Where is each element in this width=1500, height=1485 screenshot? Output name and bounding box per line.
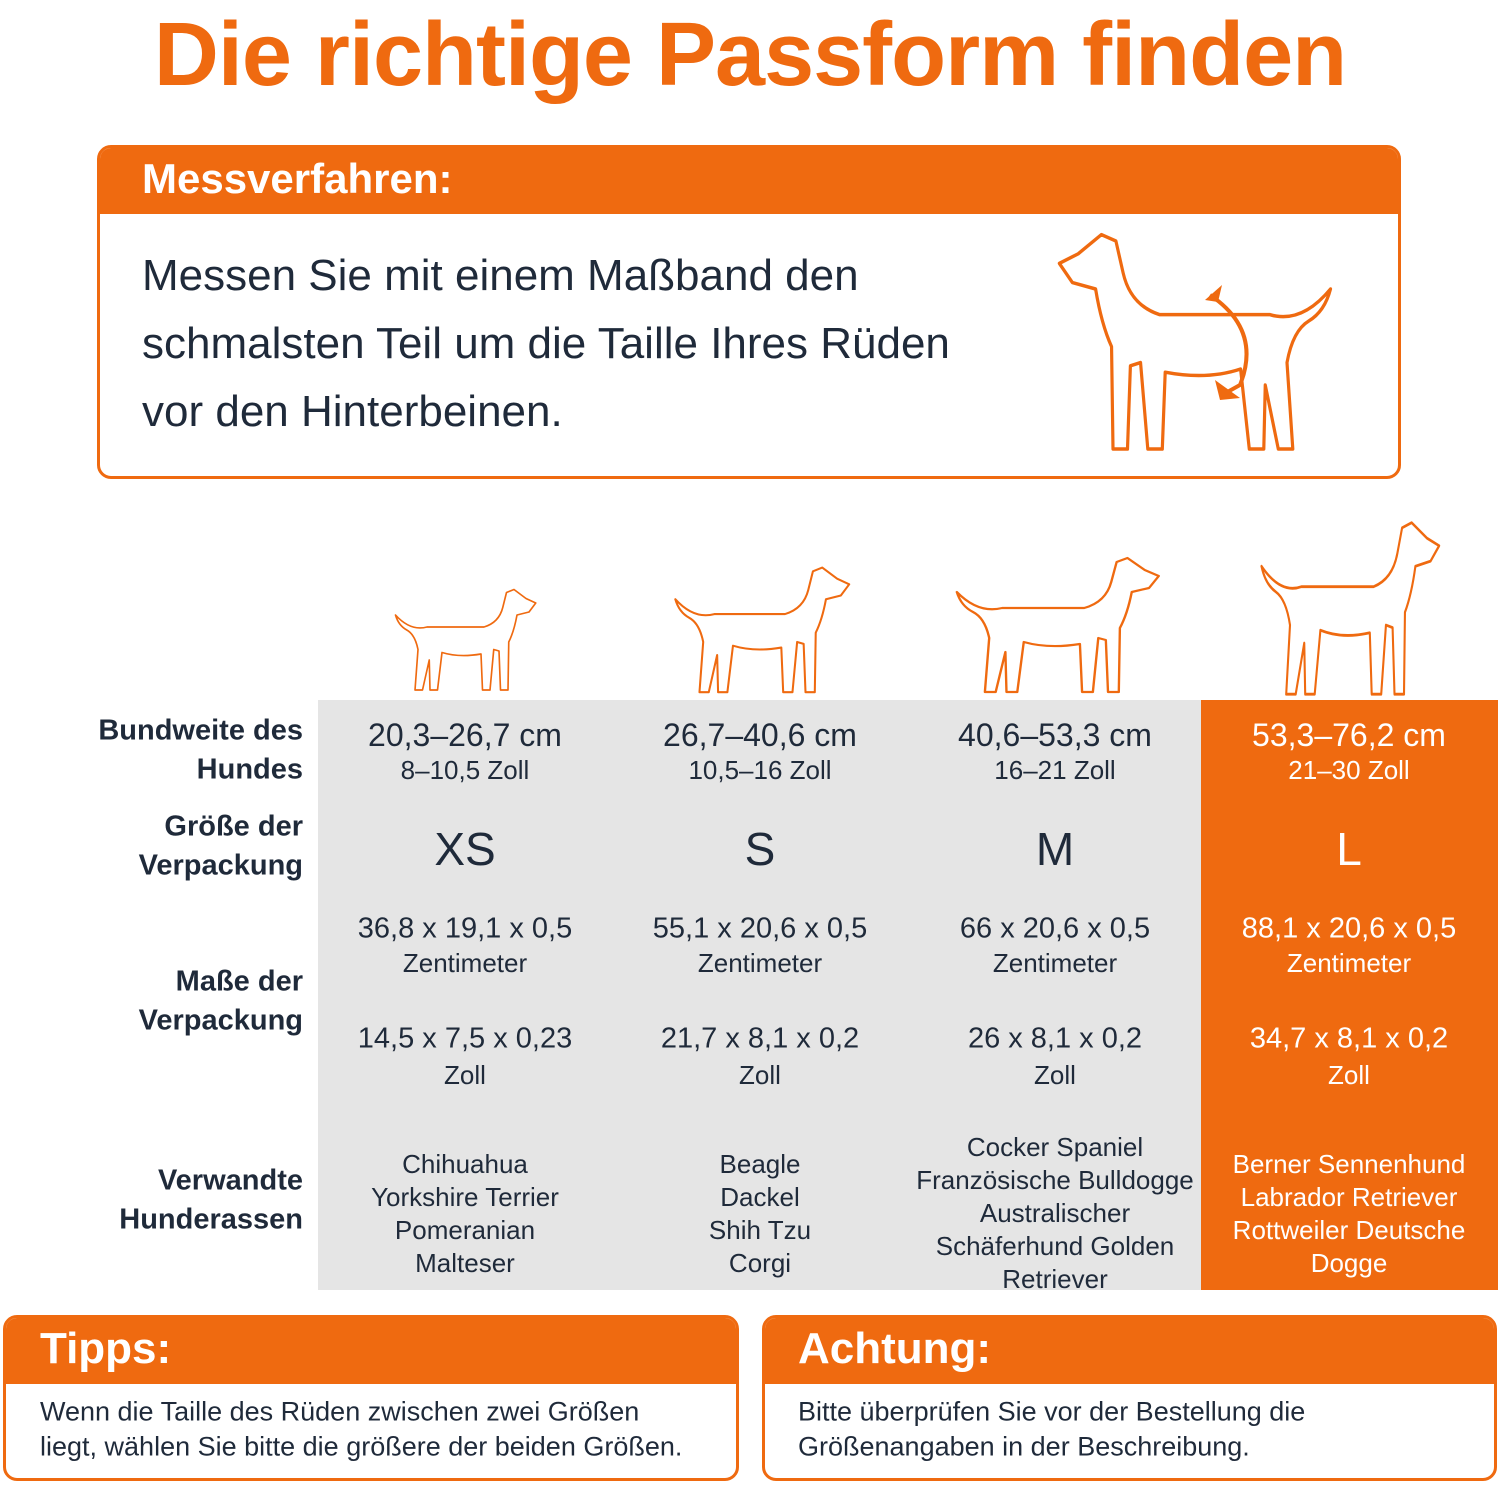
breed: Labrador Retriever <box>1240 1181 1458 1212</box>
breed: Corgi <box>728 1247 792 1278</box>
waist-cm: 40,6–53,3 cm <box>958 717 1152 753</box>
pack-cm-unit: Zentimeter <box>697 948 823 978</box>
breed: Dogge <box>1310 1247 1388 1278</box>
size: L <box>1336 823 1362 875</box>
row-label: Hundes <box>196 753 303 786</box>
breed: Rottweiler Deutsche <box>1232 1214 1466 1245</box>
pack-cm-unit: Zentimeter <box>402 948 528 978</box>
pack-cm: 36,8 x 19,1 x 0,5 <box>357 912 573 945</box>
tips-heading: Tipps: <box>40 1324 172 1373</box>
pack-cm-unit: Zentimeter <box>1286 948 1412 978</box>
pack-cm: 55,1 x 20,6 x 0,5 <box>652 912 868 945</box>
pack-in: 34,7 x 8,1 x 0,2 <box>1249 1022 1449 1055</box>
breed: Malteser <box>415 1247 515 1278</box>
tips-header <box>6 1318 736 1384</box>
row-label: Verpackung <box>138 849 303 882</box>
waist-in: 10,5–16 Zoll <box>688 755 832 785</box>
row-label: Bundweite des <box>98 714 303 747</box>
pack-cm: 66 x 20,6 x 0,5 <box>959 912 1151 945</box>
waist-cm: 53,3–76,2 cm <box>1252 717 1446 753</box>
method-heading: Messverfahren: <box>142 155 453 202</box>
method-box <box>97 145 1401 479</box>
breed: Australischer <box>979 1198 1131 1228</box>
warning-text: Bitte überprüfen Sie vor der Bestellung … <box>798 1396 1306 1427</box>
breed: Berner Sennenhund <box>1232 1148 1466 1179</box>
waist-in: 21–30 Zoll <box>1288 755 1410 785</box>
measure-arrow <box>1208 293 1249 397</box>
pack-in: 26 x 8,1 x 0,2 <box>967 1022 1143 1055</box>
size: M <box>1035 823 1075 875</box>
pack-in-unit: Zoll <box>739 1060 781 1090</box>
row-label: Hunderassen <box>119 1203 303 1236</box>
pack-in-unit: Zoll <box>444 1060 486 1090</box>
dog-s <box>674 566 851 694</box>
size: XS <box>434 823 496 875</box>
dog-xs <box>394 588 537 691</box>
table-bg <box>318 700 1202 1290</box>
tips-box <box>3 1315 739 1481</box>
breed: Beagle <box>719 1148 801 1179</box>
tips-text: Wenn die Taille des Rüden zwischen zwei … <box>40 1396 640 1427</box>
breed: Pomeranian <box>394 1214 536 1245</box>
row-label: Verpackung <box>138 1004 303 1037</box>
method-header <box>100 148 1398 214</box>
breed: Französische Bulldogge <box>916 1165 1194 1195</box>
method-text: Messen Sie mit einem Maßband den <box>142 251 859 300</box>
dog-l <box>1260 521 1441 696</box>
highlight-column <box>1201 700 1498 1290</box>
breed: Dackel <box>720 1181 800 1212</box>
method-text: vor den Hinterbeinen. <box>142 387 563 436</box>
size: S <box>744 823 776 875</box>
dog-m <box>955 556 1160 694</box>
method-text: schmalsten Teil um die Taille Ihres Rüde… <box>142 319 950 368</box>
waist-cm: 26,7–40,6 cm <box>663 717 857 753</box>
waist-in: 8–10,5 Zoll <box>400 755 530 785</box>
breed: Yorkshire Terrier <box>371 1181 559 1212</box>
dog-measure <box>1057 232 1333 451</box>
pack-in: 21,7 x 8,1 x 0,2 <box>660 1022 860 1055</box>
breed: Shih Tzu <box>708 1214 812 1245</box>
waist-cm: 20,3–26,7 cm <box>368 717 562 753</box>
pack-cm-unit: Zentimeter <box>992 948 1118 978</box>
breed: Schäferhund Golden <box>935 1231 1175 1261</box>
warning-text: Größenangaben in der Beschreibung. <box>798 1431 1250 1462</box>
warning-header <box>765 1318 1494 1384</box>
title: Die richtige Passform finden <box>153 5 1347 105</box>
warning-box <box>762 1315 1497 1481</box>
pack-in: 14,5 x 7,5 x 0,23 <box>357 1022 573 1055</box>
row-label: Verwandte <box>157 1164 303 1197</box>
warning-heading: Achtung: <box>798 1324 992 1373</box>
breed: Chihuahua <box>402 1148 528 1179</box>
pack-in-unit: Zoll <box>1328 1060 1370 1090</box>
breed: Retriever <box>1002 1264 1108 1294</box>
tips-text: liegt, wählen Sie bitte die größere der … <box>40 1431 683 1462</box>
row-label: Größe der <box>164 810 303 843</box>
pack-cm: 88,1 x 20,6 x 0,5 <box>1241 912 1457 945</box>
waist-in: 16–21 Zoll <box>994 755 1116 785</box>
row-label: Maße der <box>175 965 303 998</box>
pack-in-unit: Zoll <box>1034 1060 1076 1090</box>
breed: Cocker Spaniel <box>966 1132 1144 1162</box>
